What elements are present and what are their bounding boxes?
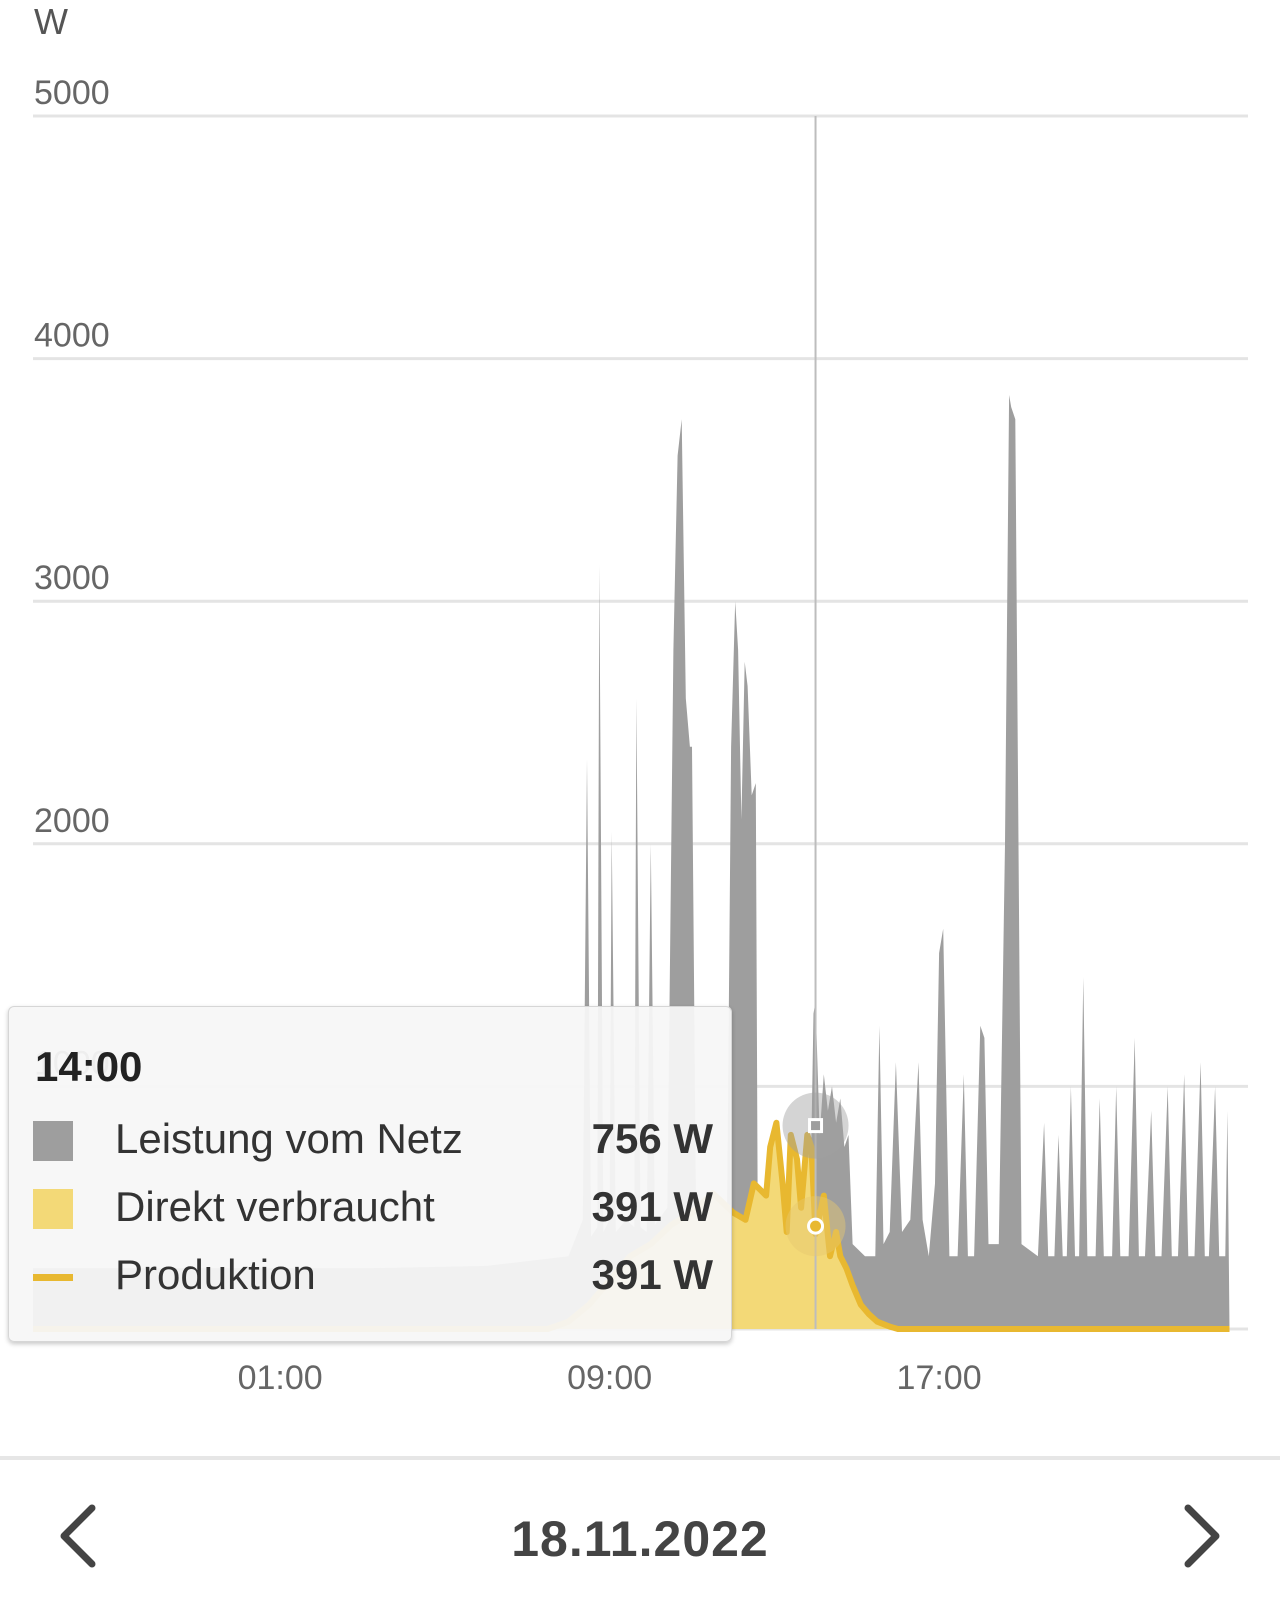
y-tick-label: 4000 [34, 317, 110, 355]
tooltip-row-direkt: Direkt verbraucht 391 W [33, 1179, 713, 1239]
tooltip-time: 14:00 [35, 1043, 143, 1090]
tooltip-series-name: Produktion [115, 1251, 316, 1298]
next-day-button[interactable] [1160, 1496, 1240, 1576]
tooltip-series-value: 391 W [591, 1251, 713, 1298]
current-date: 18.11.2022 [511, 1511, 769, 1567]
legend-line-produktion [33, 1274, 73, 1281]
y-tick-label: 5000 [34, 74, 110, 112]
chevron-left-icon [60, 1504, 96, 1568]
chevron-right-icon [1184, 1504, 1220, 1568]
tooltip-series-name: Direkt verbraucht [115, 1183, 435, 1230]
tooltip-row-netz: Leistung vom Netz 756 W [33, 1111, 713, 1171]
cursor-marker-direkt [807, 1217, 825, 1235]
tooltip-series-value: 756 W [591, 1115, 713, 1162]
tooltip-series-name: Leistung vom Netz [115, 1115, 463, 1162]
y-axis-unit: W [34, 1, 68, 42]
date-navigation-bar: 18.11.2022 [0, 1456, 1280, 1614]
x-tick-label: 01:00 [238, 1359, 323, 1397]
tooltip-series-value: 391 W [591, 1183, 713, 1230]
y-tick-label: 2000 [34, 802, 110, 840]
cursor-marker-netz [808, 1118, 824, 1134]
x-tick-label: 09:00 [567, 1359, 652, 1397]
legend-swatch-netz [33, 1121, 73, 1161]
x-tick-label: 17:00 [897, 1359, 982, 1397]
chart-tooltip: 14:00 Leistung vom Netz 756 W Direkt ver… [8, 1006, 732, 1342]
hover-cursor [782, 116, 849, 1329]
tooltip-row-produktion: Produktion 391 W [33, 1247, 713, 1307]
previous-day-button[interactable] [40, 1496, 120, 1576]
legend-swatch-direkt [33, 1189, 73, 1229]
x-axis-labels: 01:00 09:00 17:00 [238, 1359, 982, 1397]
y-tick-label: 3000 [34, 559, 110, 597]
